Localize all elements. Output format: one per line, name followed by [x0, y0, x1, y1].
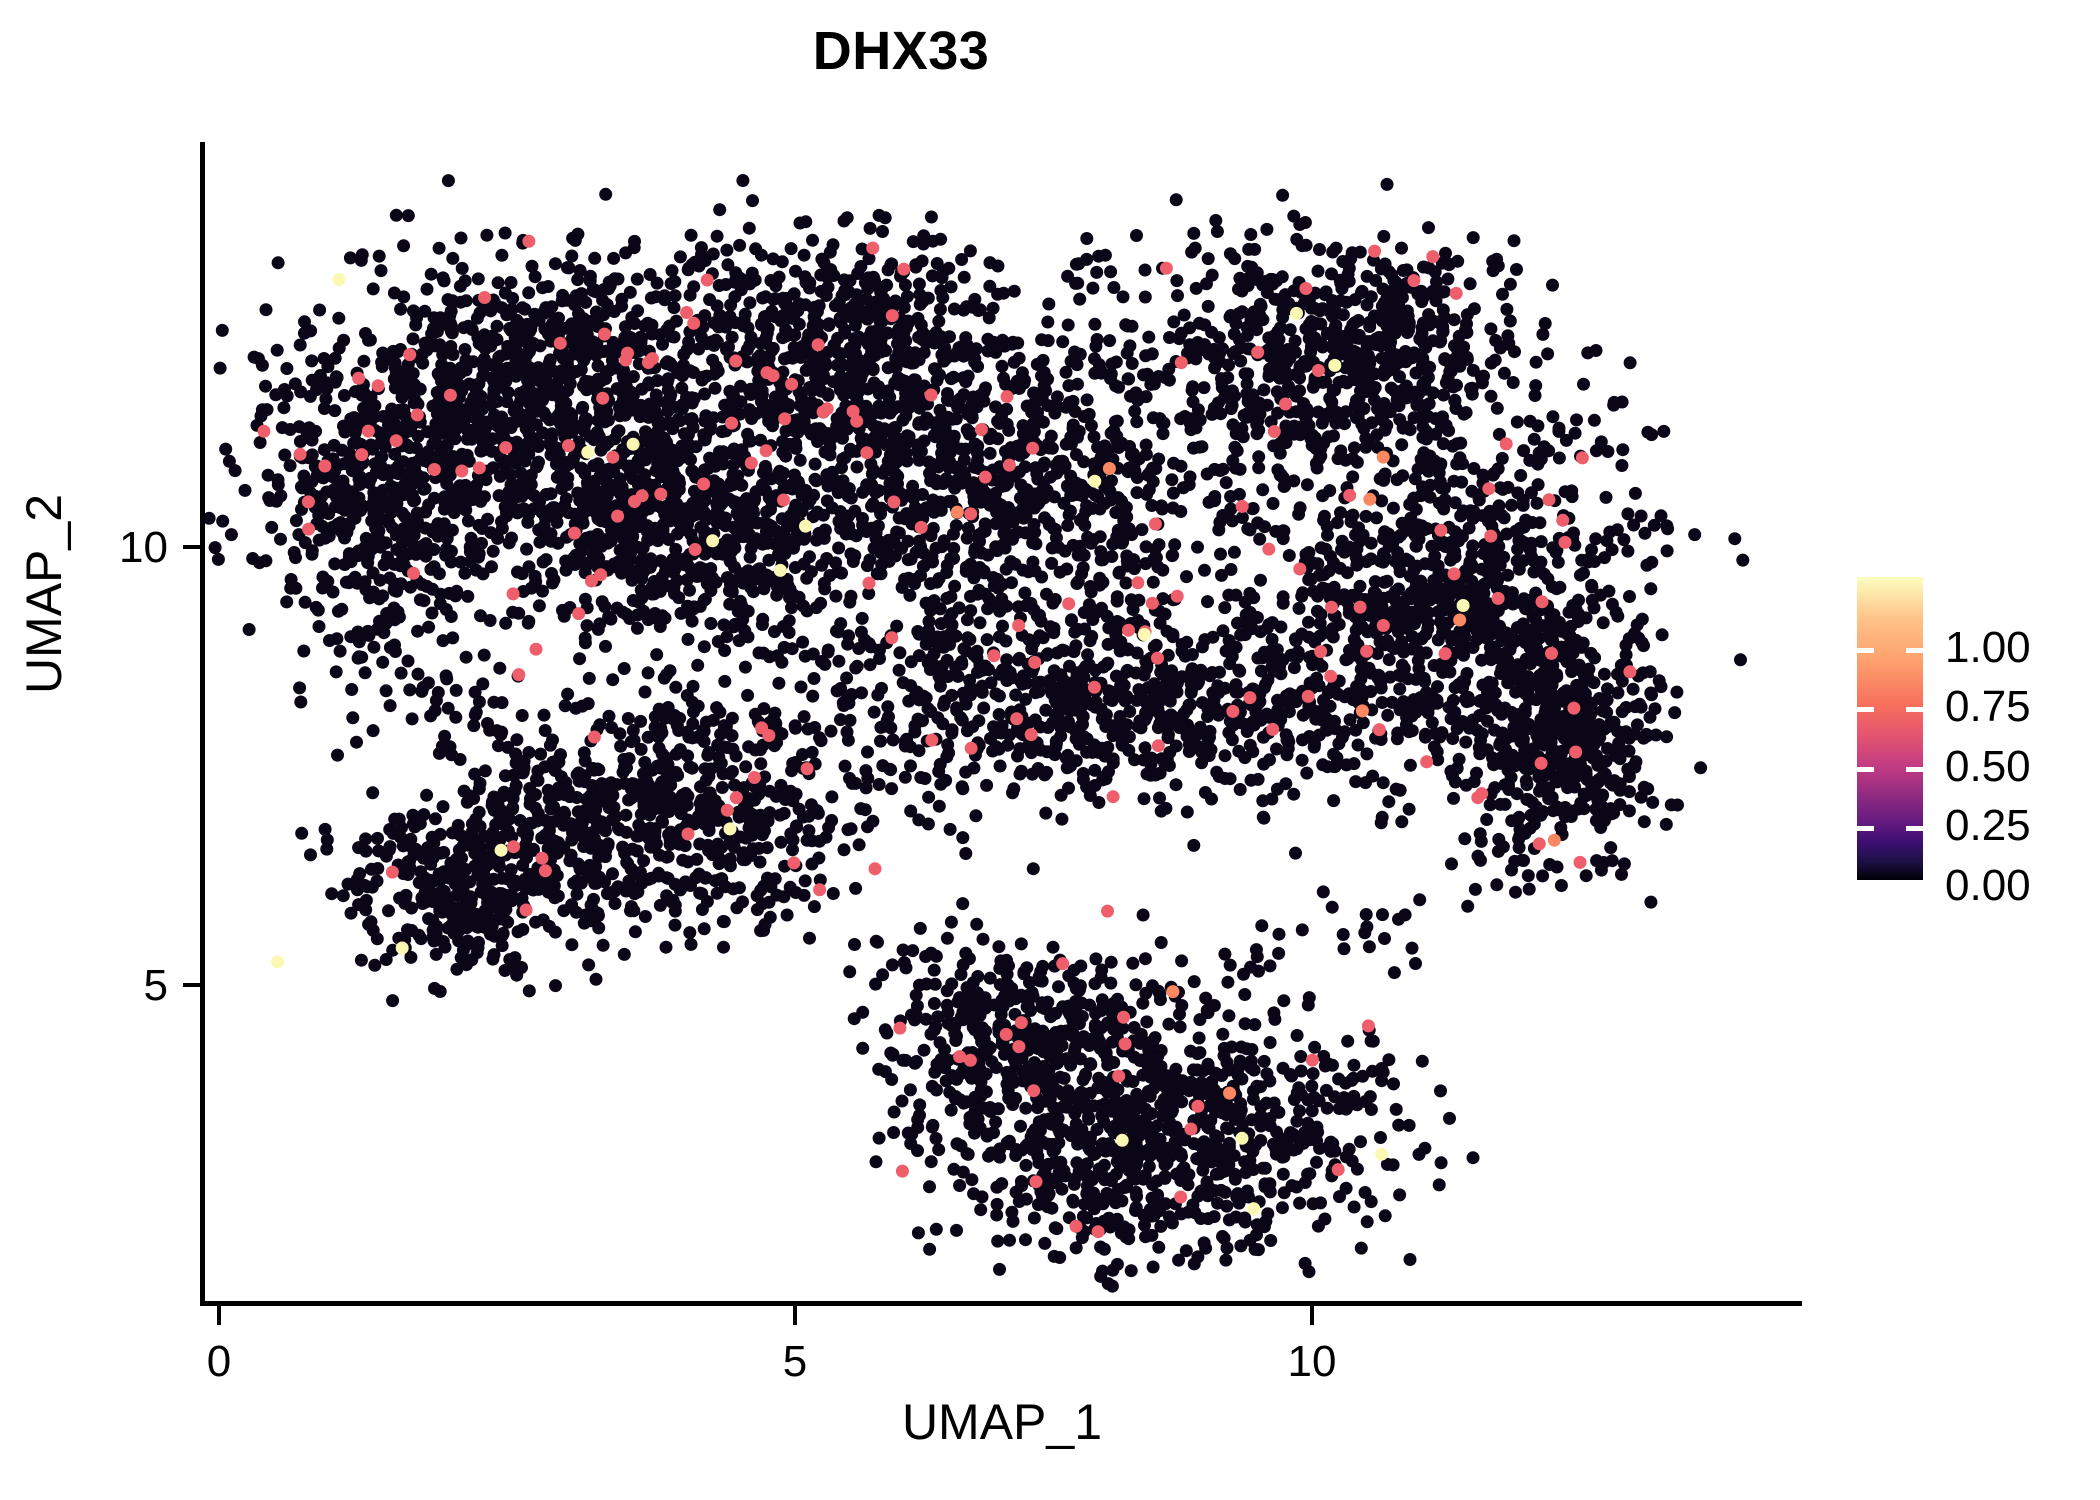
colorbar-tick-0.50-right: [1906, 767, 1923, 772]
scatter-plot-panel: [205, 142, 1802, 1303]
x-tick-0: [217, 1306, 221, 1325]
colorbar-label-1.00: 1.00: [1945, 623, 2031, 672]
colorbar-label-0.50: 0.50: [1945, 742, 2031, 791]
x-tick-label-0: 0: [206, 1337, 232, 1386]
x-tick-label-10: 10: [1287, 1337, 1337, 1386]
colorbar-gradient: [1857, 577, 1923, 880]
page-title: DHX33: [812, 21, 990, 81]
colorbar-tick-0.50-left: [1857, 767, 1874, 772]
x-axis-line: [202, 1301, 1802, 1306]
y-axis-line: [200, 142, 205, 1306]
colorbar-tick-0.25-left: [1857, 826, 1874, 831]
scatter-points-layer: [205, 174, 1750, 1293]
colorbar-tick-0.75-left: [1857, 707, 1874, 712]
colorbar-tick-1.00-right: [1906, 648, 1923, 653]
x-tick-10: [1310, 1306, 1314, 1325]
y-tick-10: [183, 545, 202, 549]
colorbar-label-0.00: 0.00: [1945, 861, 2031, 910]
colorbar-label-0.25: 0.25: [1945, 801, 2031, 850]
colorbar-legend: 1.00 0.75 0.50 0.25 0.00: [1857, 577, 2087, 908]
y-tick-label-5: 5: [143, 961, 168, 1010]
y-axis-title: UMAP_2: [16, 493, 72, 695]
x-tick-5: [793, 1306, 797, 1325]
x-tick-label-5: 5: [782, 1337, 808, 1386]
colorbar-label-0.75: 0.75: [1945, 682, 2031, 731]
y-tick-label-10: 10: [119, 523, 168, 572]
colorbar-tick-1.00-left: [1857, 648, 1874, 653]
colorbar-tick-0.25-right: [1906, 826, 1923, 831]
colorbar-tick-0.75-right: [1906, 707, 1923, 712]
y-tick-5: [183, 983, 202, 987]
x-axis-title: UMAP_1: [901, 1394, 1103, 1450]
